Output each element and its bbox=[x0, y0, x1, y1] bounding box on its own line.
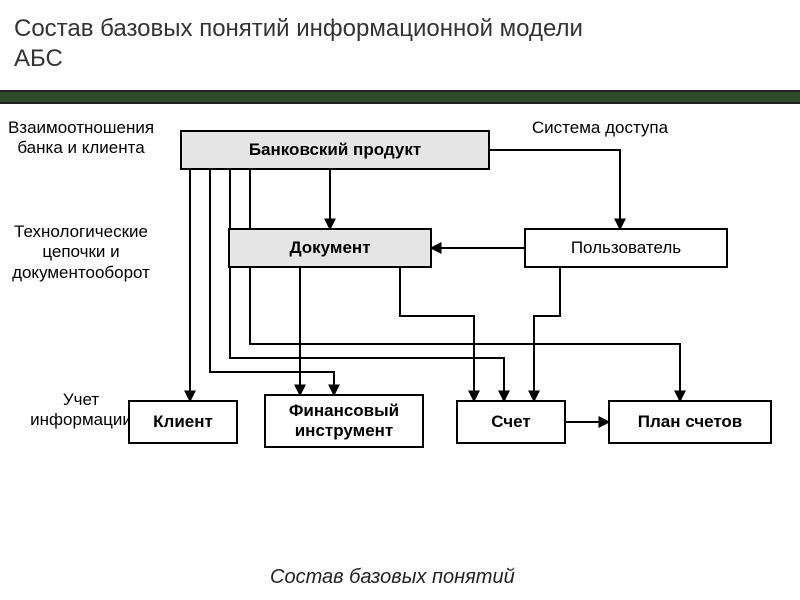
side-label-l2: Технологическиецепочки идокументооборот bbox=[0, 222, 162, 283]
edge-document-account bbox=[400, 268, 474, 400]
diagram-canvas: Взаимоотношениябанка и клиента Технологич… bbox=[0, 0, 800, 600]
side-label-l4: Система доступа bbox=[510, 118, 690, 138]
node-instrument: Финансовыйинструмент bbox=[264, 394, 424, 448]
node-client: Клиент bbox=[128, 400, 238, 444]
node-document: Документ bbox=[228, 228, 432, 268]
figure-caption: Состав базовых понятий bbox=[270, 566, 515, 589]
node-product: Банковский продукт bbox=[180, 130, 490, 170]
edge-product-plan bbox=[250, 170, 680, 400]
edge-product-instrument bbox=[210, 170, 334, 394]
edge-product-account bbox=[230, 170, 504, 400]
node-account: Счет bbox=[456, 400, 566, 444]
node-plan: План счетов bbox=[608, 400, 772, 444]
side-label-l1: Взаимоотношениябанка и клиента bbox=[0, 118, 162, 159]
edges-layer bbox=[0, 0, 800, 600]
edge-user-account bbox=[534, 268, 560, 400]
edge-product-user bbox=[490, 150, 620, 228]
node-user: Пользователь bbox=[524, 228, 728, 268]
